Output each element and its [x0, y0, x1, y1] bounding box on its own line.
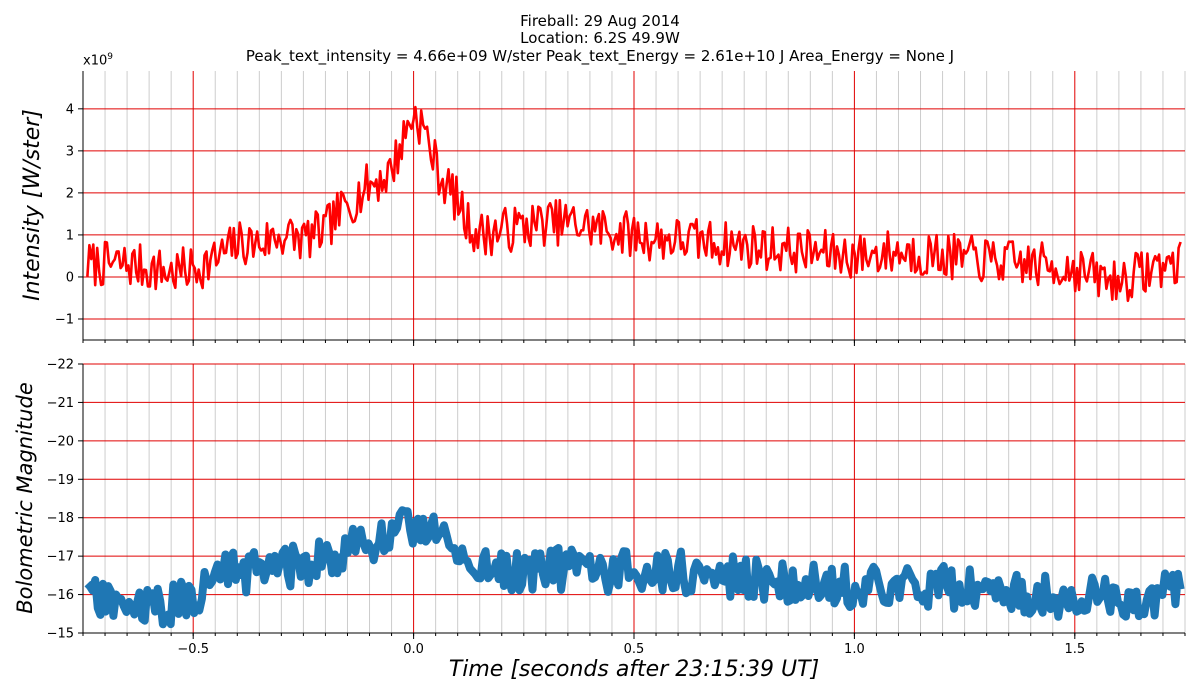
time-axis-label: Time [seconds after 23:15:39 UT] [448, 657, 820, 682]
y-tick-label: −1 [55, 312, 74, 327]
intensity-panel: −1 0 1 2 3 4 [55, 71, 1186, 346]
y-tick-label: 3 [66, 144, 74, 159]
chart-title-line2: Location: 6.2S 49.9W [520, 29, 680, 47]
x-tick-label: 1.0 [844, 642, 865, 657]
magnitude-panel: −22 −21 −20 −19 −18 −17 −16 −15 −0.5 0.0 0.5 1.0 1.5 [47, 358, 1186, 657]
y-tick-label: −20 [47, 434, 74, 449]
y-tick-label: −16 [47, 588, 74, 603]
chart-title-line1: Fireball: 29 Aug 2014 [520, 12, 680, 30]
y-tick-label: −17 [47, 550, 74, 565]
y-tick-label: 4 [66, 102, 74, 117]
y-tick-label: −15 [47, 627, 74, 642]
y-tick-label: −18 [47, 511, 74, 526]
y-tick-label: 2 [66, 186, 74, 201]
y-tick-label: −21 [47, 396, 74, 411]
x-tick-label: −0.5 [177, 642, 209, 657]
chart-title-line3: Peak_text_intensity = 4.66e+09 W/ster Pe… [245, 47, 955, 65]
y-tick-label: 1 [66, 228, 74, 243]
x-tick-label: 0.0 [403, 642, 424, 657]
magnitude-series-line [84, 506, 1185, 629]
y-tick-label: −22 [47, 358, 74, 373]
y-tick-label: 0 [66, 270, 74, 285]
y-tick-label: −19 [47, 473, 74, 488]
intensity-series-line [86, 105, 1182, 303]
x-tick-label: 1.5 [1064, 642, 1085, 657]
x-tick-label: 0.5 [624, 642, 645, 657]
intensity-offset-text: x109 [83, 52, 113, 69]
